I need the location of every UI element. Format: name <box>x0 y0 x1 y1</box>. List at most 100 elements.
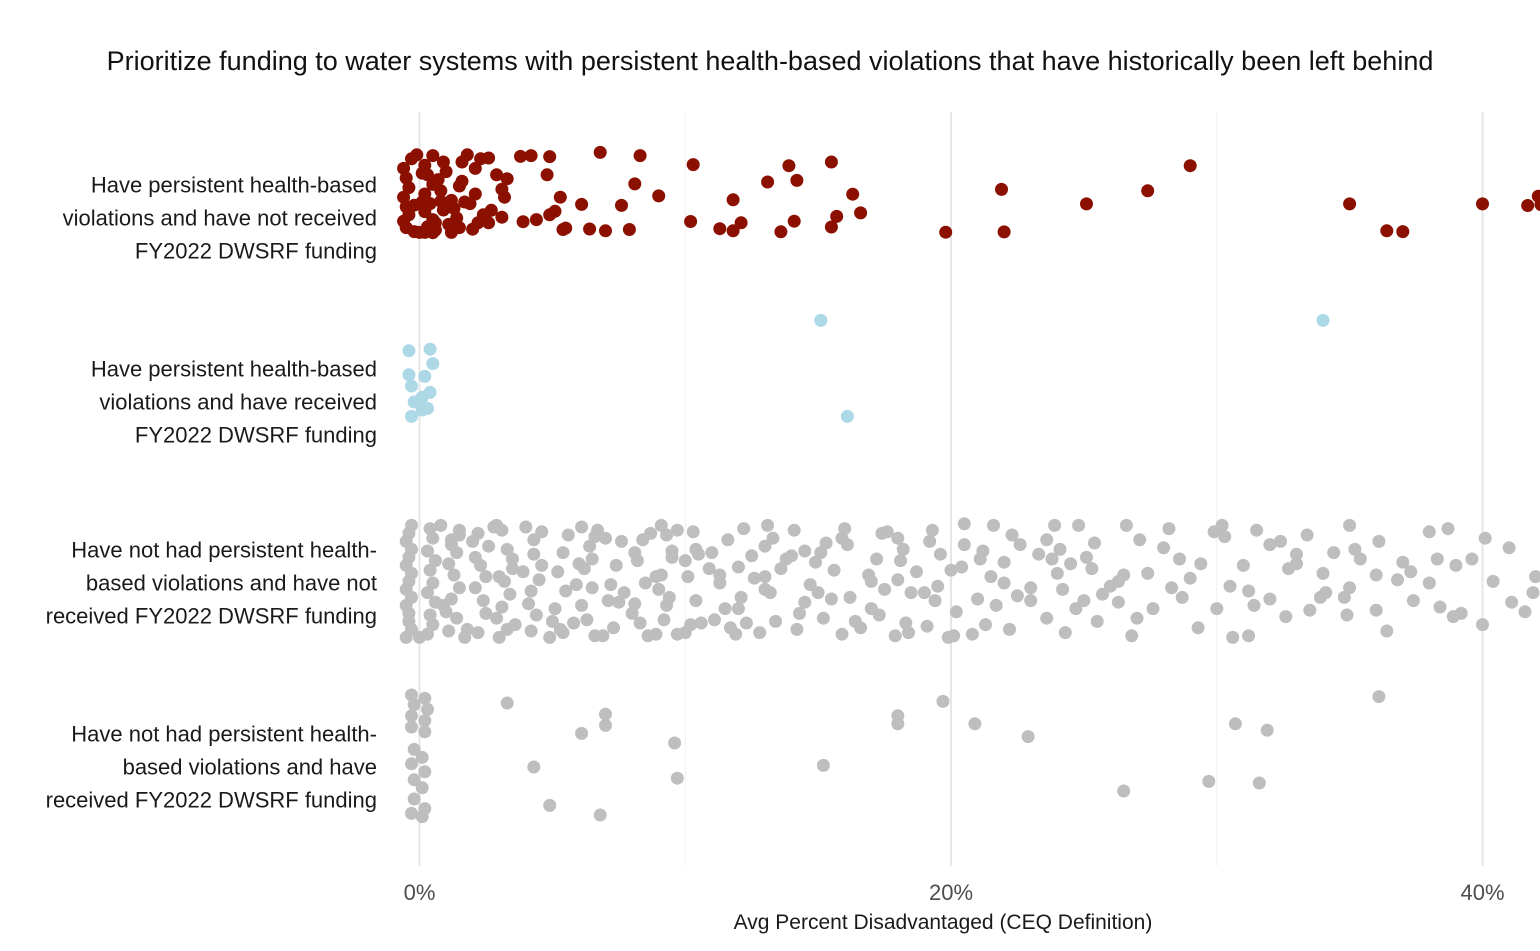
data-point <box>575 598 589 612</box>
data-point <box>535 525 549 539</box>
data-point <box>726 193 740 207</box>
data-point <box>1274 534 1287 548</box>
data-point <box>894 554 907 568</box>
data-point <box>1024 594 1038 608</box>
data-point <box>678 626 692 640</box>
data-point <box>1250 523 1264 537</box>
data-point <box>1053 542 1067 556</box>
data-point <box>787 523 801 537</box>
data-point <box>790 622 804 636</box>
data-point <box>705 546 719 560</box>
data-point <box>888 629 902 643</box>
data-point <box>524 624 538 638</box>
data-point <box>1279 610 1293 624</box>
data-point <box>405 379 418 393</box>
data-point <box>442 557 456 571</box>
data-point <box>1531 189 1540 203</box>
data-point <box>468 187 482 201</box>
data-point <box>798 595 812 609</box>
data-point <box>615 534 628 548</box>
data-point <box>692 547 705 561</box>
data-point <box>955 560 969 574</box>
data-point <box>745 549 759 563</box>
data-point <box>575 197 589 211</box>
data-point <box>1327 546 1341 560</box>
data-point <box>665 550 679 564</box>
data-point <box>559 221 573 235</box>
data-point <box>1133 533 1147 547</box>
data-point <box>1343 581 1357 595</box>
data-point <box>997 576 1011 590</box>
data-point <box>599 707 612 721</box>
data-point <box>1396 555 1410 569</box>
data-point <box>1505 595 1519 609</box>
data-point <box>1040 611 1054 625</box>
data-point <box>479 570 493 584</box>
x-axis-title: Avg Percent Disadvantaged (CEQ Definitio… <box>734 911 1153 934</box>
data-point <box>418 725 432 739</box>
data-points <box>397 145 1540 824</box>
data-point <box>423 385 437 399</box>
data-point <box>503 587 517 601</box>
data-point <box>809 555 822 569</box>
data-point <box>1162 522 1176 536</box>
data-point <box>1260 723 1274 737</box>
data-point <box>543 150 557 164</box>
data-point <box>585 581 599 595</box>
data-point <box>1518 605 1532 619</box>
data-point <box>421 702 434 716</box>
data-point <box>516 215 530 229</box>
data-point <box>599 224 612 238</box>
data-point <box>460 148 474 162</box>
data-point <box>495 210 509 224</box>
data-point <box>1111 595 1125 609</box>
data-point <box>1282 562 1295 576</box>
data-point <box>426 576 440 590</box>
data-point <box>1236 558 1250 572</box>
data-point <box>1024 581 1038 595</box>
data-point <box>824 592 838 606</box>
data-point <box>798 544 812 558</box>
data-point <box>1175 590 1189 604</box>
data-point <box>601 594 615 608</box>
data-point <box>418 691 432 705</box>
data-point <box>405 757 418 771</box>
data-point <box>607 621 620 635</box>
data-point <box>543 798 557 812</box>
data-point <box>426 357 440 371</box>
data-point <box>848 614 862 628</box>
data-point <box>957 517 971 531</box>
data-point <box>1119 518 1133 532</box>
data-point <box>995 182 1008 196</box>
data-point <box>1521 199 1535 212</box>
data-point <box>500 622 514 636</box>
x-axis-ticks: 0%20%40%60%80% <box>404 880 1505 905</box>
data-point <box>838 522 852 536</box>
data-point <box>423 563 437 577</box>
data-point <box>923 534 937 548</box>
data-point <box>604 578 618 592</box>
data-point <box>979 618 992 632</box>
data-point <box>1446 610 1460 624</box>
data-point <box>529 213 543 227</box>
data-point <box>532 573 546 587</box>
data-point <box>1247 598 1261 612</box>
data-point <box>418 714 432 728</box>
data-point <box>989 598 1003 612</box>
data-point <box>814 546 828 560</box>
data-point <box>1290 547 1303 561</box>
data-point <box>548 602 562 616</box>
data-point <box>1040 533 1054 547</box>
data-point <box>479 606 493 620</box>
data-point <box>471 626 485 640</box>
data-point <box>490 611 504 625</box>
data-point <box>1021 730 1035 744</box>
data-point <box>737 522 751 536</box>
data-point <box>1303 603 1317 617</box>
data-point <box>1369 568 1383 582</box>
data-point <box>1223 579 1237 593</box>
data-point <box>1263 592 1277 606</box>
data-point <box>418 765 432 779</box>
data-point <box>1077 594 1091 608</box>
data-point <box>1422 525 1436 539</box>
